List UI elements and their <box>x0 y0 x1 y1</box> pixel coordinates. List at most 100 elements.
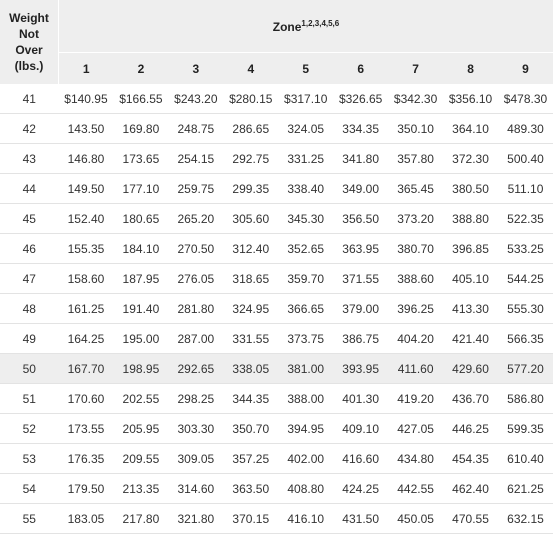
price-cell: 357.25 <box>223 444 278 474</box>
price-cell: 436.70 <box>443 384 498 414</box>
price-cell: 371.55 <box>333 264 388 294</box>
weight-column-header: Weight Not Over (lbs.) <box>0 0 59 84</box>
weight-cell: 43 <box>0 144 59 174</box>
weight-label-line: Not <box>19 27 39 41</box>
price-cell: 331.55 <box>223 324 278 354</box>
weight-label-line: Over <box>15 43 42 57</box>
price-cell: 248.75 <box>168 114 223 144</box>
weight-cell: 55 <box>0 504 59 534</box>
price-cell: 396.85 <box>443 234 498 264</box>
price-cell: 324.95 <box>223 294 278 324</box>
price-cell: 259.75 <box>168 174 223 204</box>
weight-cell: 47 <box>0 264 59 294</box>
price-cell: 341.80 <box>333 144 388 174</box>
price-cell: 411.60 <box>388 354 443 384</box>
price-cell: 217.80 <box>113 504 168 534</box>
price-cell: 555.30 <box>498 294 553 324</box>
price-cell: 364.10 <box>443 114 498 144</box>
price-cell: 334.35 <box>333 114 388 144</box>
price-cell: 522.35 <box>498 204 553 234</box>
weight-cell: 50 <box>0 354 59 384</box>
price-cell: 421.40 <box>443 324 498 354</box>
price-cell: 187.95 <box>113 264 168 294</box>
rate-table-body: 41$140.95$166.55$243.20$280.15$317.10$32… <box>0 84 553 534</box>
price-cell: 454.35 <box>443 444 498 474</box>
price-cell: 349.00 <box>333 174 388 204</box>
price-cell: 621.25 <box>498 474 553 504</box>
price-cell: 586.80 <box>498 384 553 414</box>
price-cell: 180.65 <box>113 204 168 234</box>
zone-footnote-refs: 1,2,3,4,5,6 <box>301 19 339 28</box>
zone-number-header: 3 <box>168 53 223 85</box>
table-row: 41$140.95$166.55$243.20$280.15$317.10$32… <box>0 84 553 114</box>
price-cell: 632.15 <box>498 504 553 534</box>
price-cell: 462.40 <box>443 474 498 504</box>
weight-cell: 49 <box>0 324 59 354</box>
price-cell: 161.25 <box>59 294 114 324</box>
price-cell: 191.40 <box>113 294 168 324</box>
price-cell: 202.55 <box>113 384 168 414</box>
price-cell: 419.20 <box>388 384 443 414</box>
price-cell: $342.30 <box>388 84 443 114</box>
price-cell: 370.15 <box>223 504 278 534</box>
price-cell: 254.15 <box>168 144 223 174</box>
price-cell: 401.30 <box>333 384 388 414</box>
price-cell: 386.75 <box>333 324 388 354</box>
weight-cell: 51 <box>0 384 59 414</box>
price-cell: 265.20 <box>168 204 223 234</box>
weight-cell: 41 <box>0 84 59 114</box>
price-cell: 408.80 <box>278 474 333 504</box>
weight-cell: 42 <box>0 114 59 144</box>
zone-number-header: 4 <box>223 53 278 85</box>
price-cell: 446.25 <box>443 414 498 444</box>
price-cell: 356.50 <box>333 204 388 234</box>
price-cell: 286.65 <box>223 114 278 144</box>
zone-number-header: 9 <box>498 53 553 85</box>
price-cell: 149.50 <box>59 174 114 204</box>
price-cell: 184.10 <box>113 234 168 264</box>
price-cell: 366.65 <box>278 294 333 324</box>
price-cell: 577.20 <box>498 354 553 384</box>
price-cell: 380.70 <box>388 234 443 264</box>
zone-number-header: 1 <box>59 53 114 85</box>
price-cell: 350.10 <box>388 114 443 144</box>
price-cell: 344.35 <box>223 384 278 414</box>
weight-cell: 46 <box>0 234 59 264</box>
price-cell: 393.95 <box>333 354 388 384</box>
price-cell: 544.25 <box>498 264 553 294</box>
price-cell: 404.20 <box>388 324 443 354</box>
price-cell: 599.35 <box>498 414 553 444</box>
price-cell: 442.55 <box>388 474 443 504</box>
price-cell: 309.05 <box>168 444 223 474</box>
price-cell: 338.05 <box>223 354 278 384</box>
price-cell: 500.40 <box>498 144 553 174</box>
price-cell: 413.30 <box>443 294 498 324</box>
price-cell: 270.50 <box>168 234 223 264</box>
price-cell: 167.70 <box>59 354 114 384</box>
zone-number-header: 2 <box>113 53 168 85</box>
price-cell: 303.30 <box>168 414 223 444</box>
price-cell: 318.65 <box>223 264 278 294</box>
price-cell: 198.95 <box>113 354 168 384</box>
price-cell: $243.20 <box>168 84 223 114</box>
price-cell: 511.10 <box>498 174 553 204</box>
weight-label-line: Weight <box>9 11 49 25</box>
price-cell: 381.00 <box>278 354 333 384</box>
price-cell: 324.05 <box>278 114 333 144</box>
weight-cell: 44 <box>0 174 59 204</box>
price-cell: 312.40 <box>223 234 278 264</box>
price-cell: 365.45 <box>388 174 443 204</box>
price-cell: 287.00 <box>168 324 223 354</box>
price-cell: 305.60 <box>223 204 278 234</box>
price-cell: 396.25 <box>388 294 443 324</box>
price-cell: 170.60 <box>59 384 114 414</box>
price-cell: 434.80 <box>388 444 443 474</box>
price-cell: 489.30 <box>498 114 553 144</box>
price-cell: $478.30 <box>498 84 553 114</box>
price-cell: 299.35 <box>223 174 278 204</box>
